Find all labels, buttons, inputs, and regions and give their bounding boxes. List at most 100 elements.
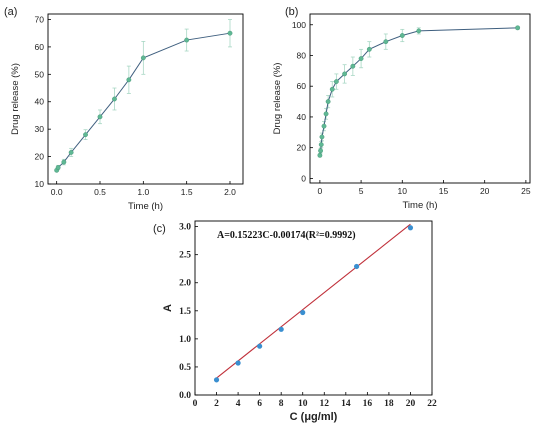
data-point: [366, 46, 372, 52]
chart-c: 0 2 4 6 8 10 12 14 16 18 20 22 0.0 0.5 1.0 1.5 2.0 2.5 3.0…: [162, 220, 437, 423]
data-point: [184, 37, 190, 43]
y-tick-label: 60: [297, 81, 307, 91]
x-tick-label: 12: [320, 399, 330, 409]
y-tick-label: 20: [35, 152, 45, 162]
x-tick-label: 2.0: [224, 187, 236, 197]
data-point: [515, 25, 521, 31]
error-bars-b: [317, 25, 520, 158]
plot-frame-c: [194, 220, 433, 396]
x-tick-label: 10: [398, 186, 408, 196]
data-point: [317, 152, 323, 158]
x-tick-label: 20: [406, 399, 416, 409]
data-point: [140, 55, 146, 61]
data-point: [278, 326, 284, 332]
data-point: [61, 159, 67, 165]
y-tick-label: 2.5: [179, 251, 191, 261]
data-point: [329, 86, 335, 92]
x-tick-label: 2: [214, 399, 219, 409]
data-point: [83, 132, 88, 138]
data-point: [333, 79, 339, 85]
x-tick-label: 4: [236, 399, 241, 409]
plot-frame-b: [309, 13, 531, 184]
y-tick-label: 0.5: [179, 363, 191, 373]
x-tick-label: 1.0: [137, 187, 149, 197]
panel-label-c: (c): [153, 223, 166, 235]
chart-b: 0 5 10 15 20 25 0 20 40 60 80 100 Time (h) Drug rel…: [272, 13, 531, 211]
data-point: [399, 33, 405, 38]
x-tick-label: 0.5: [94, 187, 106, 197]
x-tick-label: 10: [298, 399, 308, 409]
data-point: [358, 56, 364, 61]
series-line-b: [319, 27, 518, 156]
x-tick-label: 20: [480, 186, 490, 196]
data-point: [112, 96, 117, 102]
y-axis-label-c: A: [162, 304, 174, 312]
data-point: [323, 111, 329, 117]
y-tick-label: 1.5: [179, 307, 191, 317]
data-point: [97, 114, 103, 120]
data-point: [257, 343, 263, 349]
data-point: [68, 150, 74, 155]
panel-label-a: (a): [4, 6, 17, 18]
y-tick-label: 0: [301, 173, 306, 183]
data-point: [318, 148, 323, 154]
data-point: [319, 134, 325, 140]
x-tick-label: 0: [318, 186, 323, 196]
x-tick-label: 5: [359, 186, 364, 196]
data-point: [407, 225, 414, 231]
x-tick-label: 0: [193, 399, 198, 409]
y-tick-label: 40: [35, 97, 45, 107]
x-tick-label: 1.5: [181, 187, 193, 197]
error-bars-a: [54, 19, 232, 173]
y-tick-label: 30: [35, 124, 45, 134]
y-tick-label: 0.0: [179, 391, 191, 401]
data-point: [55, 165, 61, 170]
y-tick-label: 3.0: [179, 223, 191, 233]
chart-a: 0.0 0.5 1.0 1.5 2.0 10 20 30 40 50 60 70 Time (h) D…: [10, 13, 244, 212]
x-tick-label: 6: [257, 399, 262, 409]
data-point: [342, 71, 348, 77]
x-tick-label: 0.0: [51, 187, 63, 197]
y-axis-label-b: Drug release (%): [272, 63, 283, 135]
data-point: [321, 123, 327, 129]
data-points-a: [54, 30, 233, 173]
y-tick-label: 50: [35, 69, 45, 79]
y-axis-label-a: Drug release (%): [10, 63, 21, 135]
data-point: [300, 309, 306, 316]
data-point: [318, 142, 324, 147]
x-tick-label: 8: [279, 399, 284, 409]
y-tick-label: 20: [297, 143, 307, 153]
y-tick-label: 2.0: [179, 279, 191, 289]
x-axis-label-c: C (μg/ml): [290, 411, 338, 423]
x-axis-label-a: Time (h): [128, 201, 163, 212]
y-tick-label: 100: [292, 20, 306, 30]
data-point: [126, 77, 132, 83]
data-point: [325, 99, 331, 104]
y-tick-label: 60: [35, 42, 45, 52]
plot-frame-a: [47, 13, 244, 185]
y-tick-label: 80: [297, 50, 307, 60]
data-point: [213, 377, 220, 383]
data-point: [235, 360, 241, 366]
y-tick-label: 40: [297, 112, 307, 122]
y-tick-label: 70: [35, 14, 45, 24]
x-tick-label: 18: [384, 399, 394, 409]
data-point: [227, 30, 233, 36]
x-axis-label-b: Time (h): [402, 200, 437, 211]
fit-equation: A=0.15223C-0.00174(R²=0.9992): [217, 230, 356, 241]
data-point: [383, 39, 389, 45]
data-points-c: [213, 225, 414, 383]
y-tick-label: 1.0: [179, 335, 191, 345]
data-point: [350, 63, 356, 69]
x-tick-label: 22: [427, 399, 437, 409]
x-tick-label: 16: [363, 399, 373, 409]
x-tick-label: 14: [341, 399, 351, 409]
y-tick-label: 10: [35, 179, 45, 189]
axes-c: 0 2 4 6 8 10 12 14 16 18 20 22 0.0 0.5 1.0 1.5 2.0 2.5 3.0: [179, 223, 437, 409]
fit-line-c: [216, 223, 411, 379]
data-point: [416, 28, 422, 34]
data-point: [353, 263, 360, 270]
data-points-b: [317, 25, 521, 158]
axes-b: 0 5 10 15 20 25 0 20 40 60 80 100: [292, 20, 531, 196]
